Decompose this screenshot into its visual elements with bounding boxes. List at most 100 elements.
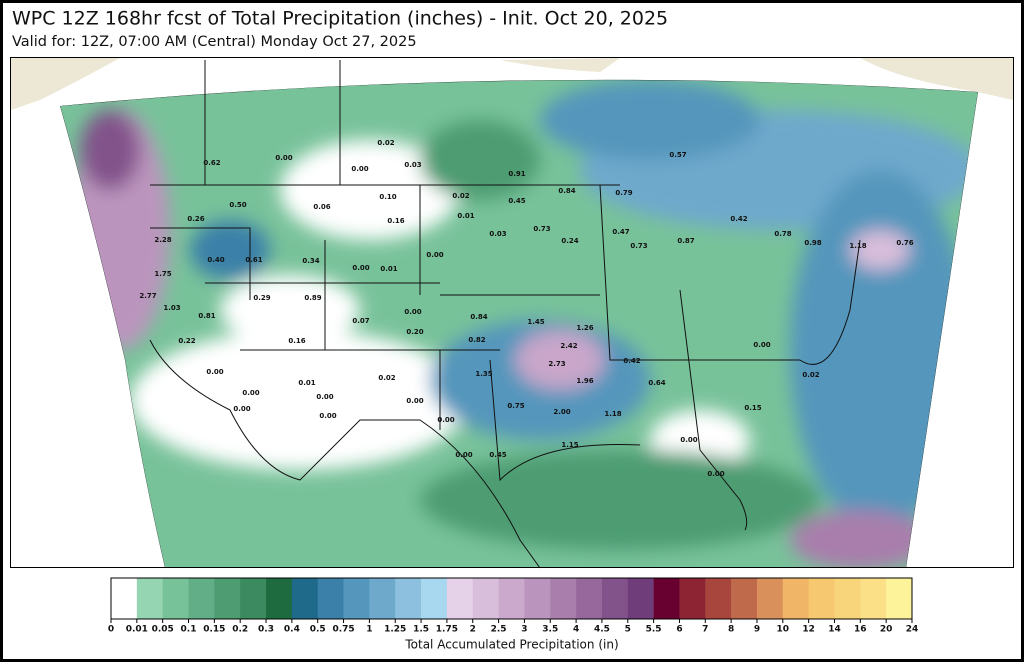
colorbar-box — [214, 578, 241, 619]
value-label: 2.42 — [560, 342, 577, 350]
colorbar-box — [291, 578, 319, 619]
value-label: 0.00 — [437, 416, 454, 424]
value-label: 0.01 — [298, 379, 315, 387]
value-label: 0.00 — [233, 405, 250, 413]
value-label: 1.03 — [163, 304, 180, 312]
value-label: 0.02 — [452, 192, 469, 200]
colorbar-box — [498, 578, 525, 619]
colorbar-tick-label: 9 — [754, 625, 760, 635]
colorbar-tick-label: 0.05 — [152, 625, 174, 635]
colorbar-tick-label: 0.75 — [332, 625, 354, 635]
colorbar-box — [653, 578, 680, 619]
colorbar-box — [136, 578, 163, 619]
value-label: 1.96 — [576, 377, 593, 385]
value-label: 1.15 — [561, 441, 578, 449]
colorbar-tick-label: 0 — [108, 625, 114, 635]
colorbar-tick-label: 0.4 — [284, 625, 300, 635]
value-label: 0.79 — [615, 189, 632, 197]
value-label: 0.02 — [802, 371, 819, 379]
value-labels: 0.00 0.02 0.03 0.00 0.62 0.91 0.57 0.84 0.79 0.10… — [139, 139, 913, 478]
title: WPC 12Z 168hr fcst of Total Precipitatio… — [12, 8, 668, 30]
value-label: 0.24 — [561, 237, 578, 245]
colorbar-tick-label: 1 — [366, 625, 372, 635]
value-label: 0.00 — [707, 470, 724, 478]
colorbar-box — [627, 578, 654, 619]
value-label: 0.10 — [379, 193, 396, 201]
value-label: 0.98 — [804, 239, 821, 247]
colorbar-frame — [110, 577, 913, 620]
value-label: 2.00 — [553, 408, 570, 416]
colorbar-tick-label: 2 — [470, 625, 476, 635]
colorbar-tick-label: 7 — [702, 625, 708, 635]
colorbar-box — [601, 578, 629, 619]
colorbar-box — [472, 578, 499, 619]
value-label: 0.07 — [352, 317, 369, 325]
precip-field — [60, 79, 978, 569]
value-label: 0.40 — [207, 256, 224, 264]
colorbar-box — [550, 578, 577, 619]
value-label: 0.42 — [623, 357, 640, 365]
value-label: 0.73 — [533, 225, 550, 233]
value-label: 0.00 — [316, 393, 333, 401]
value-label: 0.00 — [242, 389, 259, 397]
colorbar-tick-label: 0.3 — [258, 625, 274, 635]
value-label: 1.75 — [154, 270, 171, 278]
colorbar-tick-label: 16 — [854, 625, 867, 635]
value-label: 2.28 — [154, 236, 171, 244]
value-label: 0.03 — [404, 161, 421, 169]
colorbar-tick-label: 0.1 — [181, 625, 197, 635]
value-label: 0.22 — [178, 337, 195, 345]
colorbar-box — [240, 578, 267, 619]
colorbar-tick-label: 0.01 — [126, 625, 148, 635]
value-label: 0.03 — [489, 230, 506, 238]
value-label: 0.91 — [508, 170, 525, 178]
map-frame — [10, 57, 1014, 568]
value-label: 1.45 — [527, 318, 544, 326]
colorbar-tick-label: 5 — [625, 625, 631, 635]
value-label: 0.62 — [203, 159, 220, 167]
value-label: 0.02 — [378, 374, 395, 382]
colorbar-box — [111, 578, 138, 619]
value-label: 0.76 — [896, 239, 913, 247]
colorbar-box — [756, 578, 784, 619]
colorbar-box — [705, 578, 732, 619]
value-label: 0.00 — [455, 451, 472, 459]
value-label: 0.00 — [351, 165, 368, 173]
value-label: 0.00 — [404, 308, 421, 316]
value-label: 1.18 — [849, 242, 866, 250]
colorbar-box — [317, 578, 344, 619]
value-label: 0.00 — [352, 264, 369, 272]
colorbar-box — [782, 578, 809, 619]
colorbar-tick-label: 1.5 — [413, 625, 429, 635]
value-label: 0.00 — [426, 251, 443, 259]
subtitle: Valid for: 12Z, 07:00 AM (Central) Monda… — [12, 34, 417, 50]
value-label: 0.01 — [457, 212, 474, 220]
value-label: 0.75 — [507, 402, 524, 410]
value-label: 0.47 — [612, 228, 629, 236]
value-label: 0.50 — [229, 201, 246, 209]
colorbar-tick-label: 1.75 — [436, 625, 458, 635]
colorbar-box — [860, 578, 887, 619]
value-label: 0.26 — [187, 215, 204, 223]
colorbar-tick-label: 0.5 — [310, 625, 326, 635]
colorbar-box — [421, 578, 448, 619]
value-label: 0.02 — [377, 139, 394, 147]
colorbar-tick-label: 6 — [676, 625, 682, 635]
value-label: 0.78 — [774, 230, 791, 238]
colorbar-tick-label: 3.5 — [542, 625, 558, 635]
map-area — [10, 57, 1014, 569]
value-label: 0.16 — [288, 337, 305, 345]
colorbar: 0 0.01 0.05 0.1 0.15 0.2 0.3 0.4 0.5 0.75 1 1.25 1.5… — [108, 577, 918, 635]
colorbar-box — [266, 578, 293, 619]
boundaries — [149, 60, 861, 569]
value-label: 0.00 — [319, 412, 336, 420]
colorbar-box — [834, 578, 861, 619]
colorbar-box — [576, 578, 603, 619]
value-label: 0.00 — [680, 436, 697, 444]
value-label: 1.35 — [475, 370, 492, 378]
value-label: 0.42 — [730, 215, 747, 223]
value-label: 0.84 — [470, 313, 487, 321]
colorbar-box — [369, 578, 396, 619]
